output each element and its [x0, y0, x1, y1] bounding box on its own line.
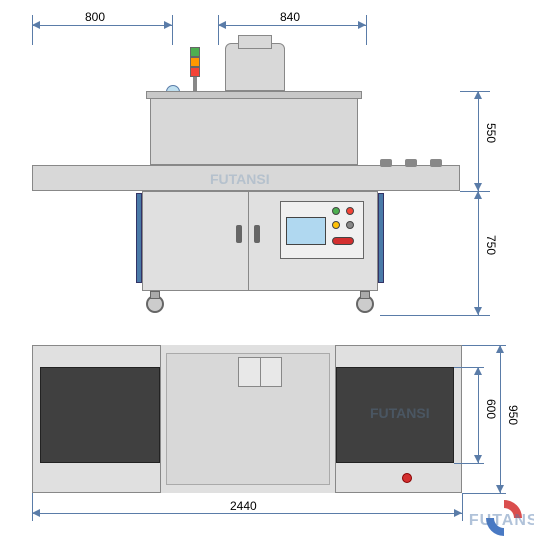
indicator-dot: [402, 473, 412, 483]
stack-light-orange: [190, 57, 200, 67]
chamber-lid: [146, 91, 362, 99]
arrow-icon: [496, 485, 504, 493]
dim-line-750: [478, 191, 479, 315]
arrow-icon: [474, 307, 482, 315]
ext-line: [462, 493, 506, 494]
caster-bracket: [360, 291, 370, 299]
door-handle: [236, 225, 242, 243]
dim-line-800: [32, 25, 172, 26]
dim-950: 950: [506, 405, 520, 425]
panel-button: [332, 221, 340, 229]
arrow-icon: [496, 345, 504, 353]
ext-line: [172, 15, 173, 45]
side-bracket: [136, 193, 142, 283]
panel-button: [346, 221, 354, 229]
dim-2440: 2440: [230, 499, 257, 513]
panel-button: [332, 237, 354, 245]
stack-light-red: [190, 67, 200, 77]
uv-chamber: [150, 91, 358, 165]
dim-550: 550: [484, 123, 498, 143]
ext-line: [462, 493, 463, 521]
arrow-icon: [218, 21, 226, 29]
dim-line-550: [478, 91, 479, 191]
exhaust-duct: [238, 35, 272, 49]
ext-line: [454, 463, 484, 464]
arrow-icon: [474, 367, 482, 375]
hatch-divider: [260, 357, 261, 387]
arrow-icon: [32, 21, 40, 29]
ext-line: [32, 15, 33, 45]
dim-line-600: [478, 367, 479, 463]
door-handle: [254, 225, 260, 243]
ext-line: [218, 15, 219, 45]
exhaust-housing: [225, 43, 285, 91]
arrow-icon: [474, 183, 482, 191]
ext-line: [380, 315, 490, 316]
dim-840: 840: [280, 10, 300, 24]
arrow-icon: [474, 191, 482, 199]
panel-button: [332, 207, 340, 215]
caster-bracket: [150, 291, 160, 299]
arrow-icon: [358, 21, 366, 29]
dim-800: 800: [85, 10, 105, 24]
top-view: 2440 950 600 FUTANSI: [10, 335, 520, 535]
conveyor-surface-left: [40, 367, 160, 463]
arrow-icon: [164, 21, 172, 29]
side-bracket: [378, 193, 384, 283]
arrow-icon: [454, 509, 462, 517]
dim-line-2440: [32, 513, 462, 514]
dim-600: 600: [484, 399, 498, 419]
panel-button: [346, 207, 354, 215]
knob: [405, 159, 417, 167]
arrow-icon: [474, 91, 482, 99]
conveyor-surface-right: [336, 367, 454, 463]
front-view: 800 840 550: [10, 15, 520, 315]
door-divider: [248, 191, 249, 291]
dim-line-950: [500, 345, 501, 493]
knob: [430, 159, 442, 167]
stack-light-green: [190, 47, 200, 57]
hmi-screen: [286, 217, 326, 245]
dim-750: 750: [484, 235, 498, 255]
arrow-icon: [474, 455, 482, 463]
arrow-icon: [32, 509, 40, 517]
ext-line: [366, 15, 367, 45]
knob: [380, 159, 392, 167]
conveyor-belt: [32, 165, 460, 191]
stack-light-pole: [193, 77, 197, 91]
dim-line-840: [218, 25, 366, 26]
